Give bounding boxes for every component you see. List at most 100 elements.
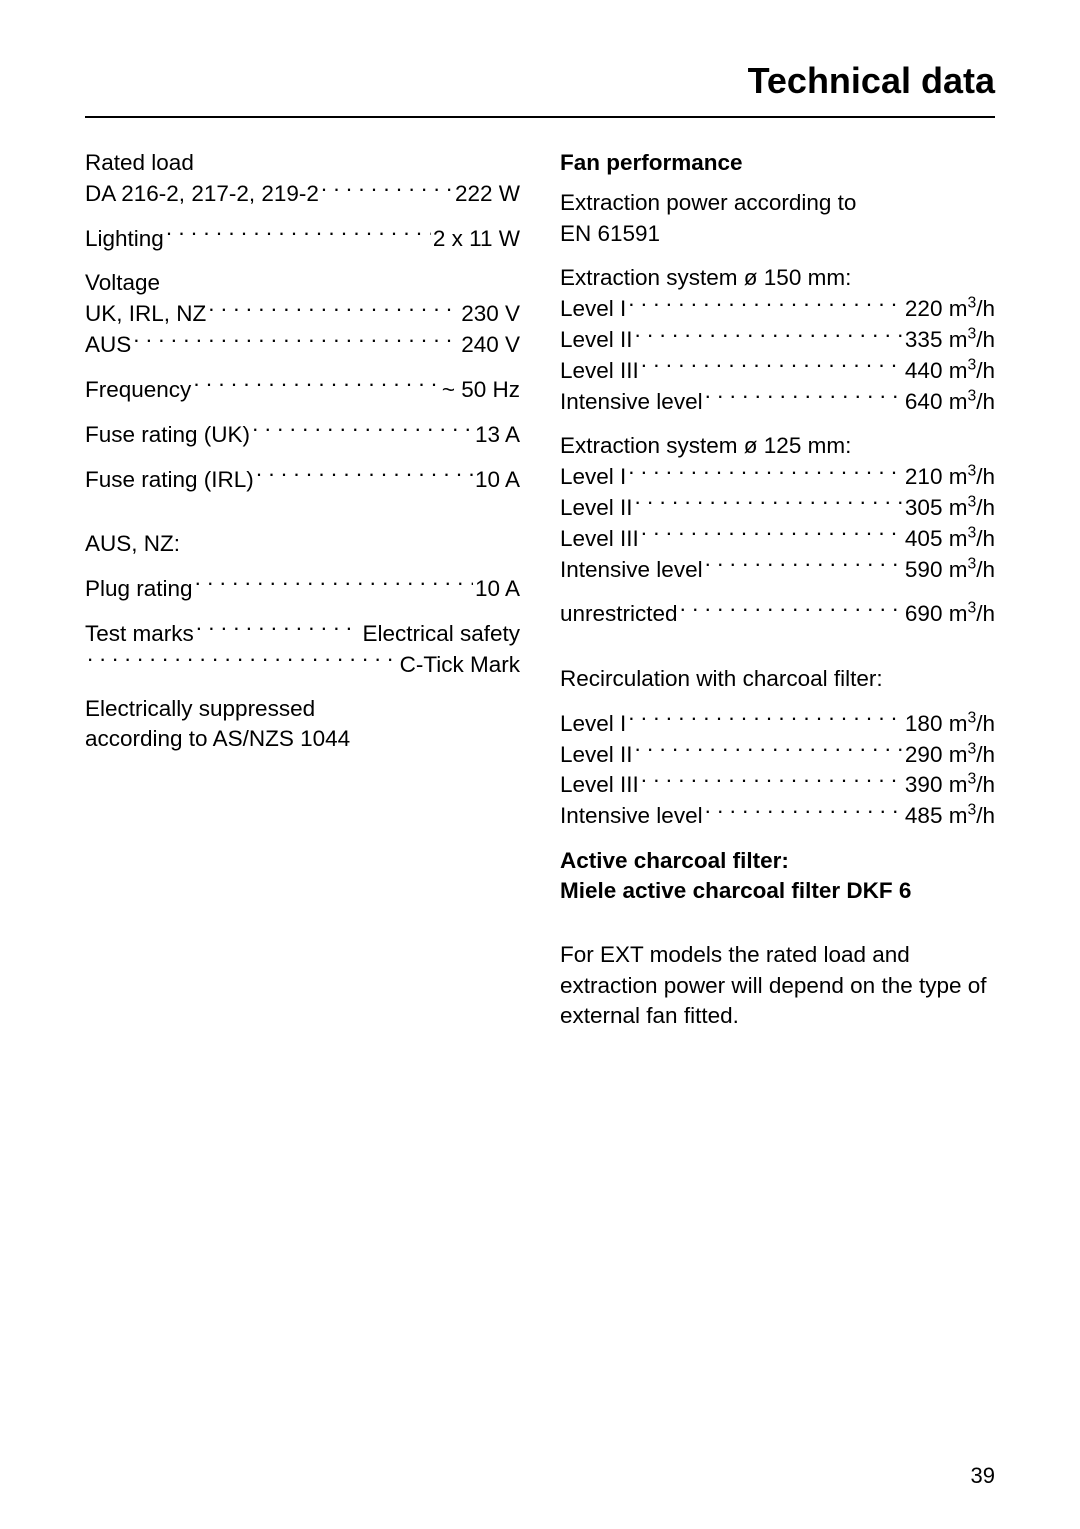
- unit: /h: [976, 601, 995, 626]
- dots: [635, 324, 903, 347]
- sup: 3: [967, 356, 976, 373]
- num: 220 m: [905, 296, 968, 321]
- unit: /h: [976, 526, 995, 551]
- right-column: Fan performance Extraction power accordi…: [560, 148, 995, 1046]
- frequency-row: Frequency ~ 50 Hz: [85, 374, 520, 405]
- ctick-row: C-Tick Mark: [85, 649, 520, 680]
- unrestricted-group: unrestricted 690 m3/h: [560, 599, 995, 630]
- unit: /h: [976, 495, 995, 520]
- sys150-l3-label: Level III: [560, 356, 639, 386]
- unit: /h: [976, 464, 995, 489]
- rated-load-row: DA 216-2, 217-2, 219-2 222 W: [85, 178, 520, 209]
- suppressed-line2: according to AS/NZS 1044: [85, 724, 520, 754]
- fuse-irl-group: Fuse rating (IRL) 10 A: [85, 464, 520, 495]
- unit: /h: [976, 742, 995, 767]
- sys125-int-row: Intensive level 590 m3/h: [560, 554, 995, 585]
- num: 690 m: [905, 601, 968, 626]
- num: 485 m: [905, 803, 968, 828]
- active-filter-line2: Miele active charcoal filter DKF 6: [560, 876, 995, 906]
- fuse-uk-group: Fuse rating (UK) 13 A: [85, 419, 520, 450]
- sys150-int-row: Intensive level 640 m3/h: [560, 386, 995, 417]
- active-filter-line1: Active charcoal filter:: [560, 846, 995, 876]
- frequency-value: ~ 50 Hz: [442, 375, 520, 405]
- sys125-int-label: Intensive level: [560, 555, 703, 585]
- unit: /h: [976, 711, 995, 736]
- sup: 3: [967, 802, 976, 819]
- sys150-l2-value: 335 m3/h: [905, 325, 995, 355]
- sup: 3: [967, 295, 976, 312]
- recirc-label: Recirculation with charcoal filter:: [560, 664, 995, 694]
- sys150-l2-row: Level II 335 m3/h: [560, 324, 995, 355]
- rated-load-models: DA 216-2, 217-2, 219-2: [85, 179, 319, 209]
- unit: /h: [976, 803, 995, 828]
- voltage-uk-label: UK, IRL, NZ: [85, 299, 206, 329]
- recirc-l2-value: 290 m3/h: [905, 740, 995, 770]
- plug-rating-row: Plug rating 10 A: [85, 573, 520, 604]
- recirc-int-label: Intensive level: [560, 801, 703, 831]
- fuse-irl-value: 10 A: [475, 465, 520, 495]
- sup: 3: [967, 771, 976, 788]
- sys125-l1-row: Level I 210 m3/h: [560, 461, 995, 492]
- recirc-int-row: Intensive level 485 m3/h: [560, 801, 995, 832]
- unrestricted-label: unrestricted: [560, 599, 678, 629]
- unit: /h: [976, 389, 995, 414]
- num: 390 m: [905, 772, 968, 797]
- recirc-l2-label: Level II: [560, 740, 633, 770]
- voltage-uk-row: UK, IRL, NZ 230 V: [85, 299, 520, 330]
- extraction-according-line2: EN 61591: [560, 219, 995, 249]
- dots: [208, 299, 459, 322]
- sys150-l1-value: 220 m3/h: [905, 294, 995, 324]
- unit: /h: [976, 327, 995, 352]
- sup: 3: [967, 493, 976, 510]
- sys125-l1-value: 210 m3/h: [905, 462, 995, 492]
- dots: [635, 739, 903, 762]
- num: 305 m: [905, 495, 968, 520]
- dots: [196, 618, 361, 641]
- sys125-l2-value: 305 m3/h: [905, 493, 995, 523]
- plug-rating-value: 10 A: [475, 574, 520, 604]
- lighting-row: Lighting 2 x 11 W: [85, 223, 520, 254]
- num: 640 m: [905, 389, 968, 414]
- sup: 3: [967, 462, 976, 479]
- dots: [705, 386, 903, 409]
- lighting-label: Lighting: [85, 224, 164, 254]
- test-marks-value: Electrical safety: [362, 619, 520, 649]
- sys125-l2-row: Level II 305 m3/h: [560, 492, 995, 523]
- sys125-l3-row: Level III 405 m3/h: [560, 523, 995, 554]
- voltage-aus-row: AUS 240 V: [85, 329, 520, 360]
- sys150-l3-row: Level III 440 m3/h: [560, 355, 995, 386]
- num: 590 m: [905, 557, 968, 582]
- plug-rating-group: Plug rating 10 A: [85, 573, 520, 604]
- sup: 3: [967, 387, 976, 404]
- sup: 3: [967, 740, 976, 757]
- test-marks-label: Test marks: [85, 619, 194, 649]
- sup: 3: [967, 325, 976, 342]
- unit: /h: [976, 358, 995, 383]
- num: 335 m: [905, 327, 968, 352]
- num: 210 m: [905, 464, 968, 489]
- num: 180 m: [905, 711, 968, 736]
- aus-nz-heading: AUS, NZ:: [85, 529, 520, 559]
- recirc-l1-row: Level I 180 m3/h: [560, 708, 995, 739]
- sys150-l1-row: Level I 220 m3/h: [560, 294, 995, 325]
- sup: 3: [967, 524, 976, 541]
- fuse-uk-row: Fuse rating (UK) 13 A: [85, 419, 520, 450]
- sys150-label: Extraction system ø 150 mm:: [560, 263, 995, 293]
- extraction-according-line1: Extraction power according to: [560, 188, 995, 218]
- dots: [166, 223, 431, 246]
- recirc-l1-value: 180 m3/h: [905, 709, 995, 739]
- sys125-group: Extraction system ø 125 mm: Level I 210 …: [560, 431, 995, 585]
- sys150-l2-label: Level II: [560, 325, 633, 355]
- sys125-l2-label: Level II: [560, 493, 633, 523]
- sup: 3: [967, 709, 976, 726]
- sys150-group: Extraction system ø 150 mm: Level I 220 …: [560, 263, 995, 417]
- fuse-irl-label: Fuse rating (IRL): [85, 465, 254, 495]
- ctick-value: C-Tick Mark: [400, 650, 520, 680]
- num: 405 m: [905, 526, 968, 551]
- recirc-int-value: 485 m3/h: [905, 801, 995, 831]
- sys125-label: Extraction system ø 125 mm:: [560, 431, 995, 461]
- sys125-int-value: 590 m3/h: [905, 555, 995, 585]
- lighting-group: Lighting 2 x 11 W: [85, 223, 520, 254]
- ext-note: For EXT models the rated load and extrac…: [560, 940, 995, 1031]
- sys125-l1-label: Level I: [560, 462, 626, 492]
